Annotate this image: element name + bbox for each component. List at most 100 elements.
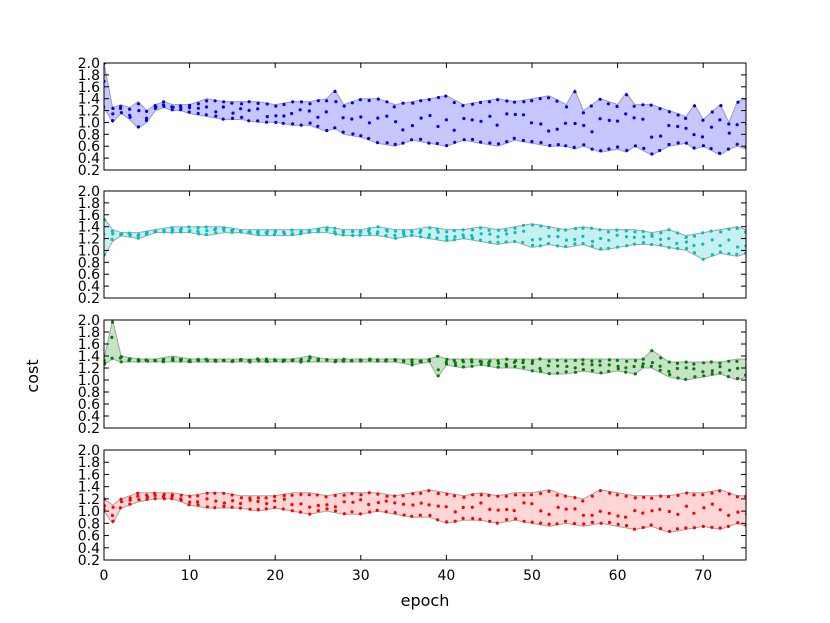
data-point — [710, 253, 715, 257]
data-point — [376, 97, 380, 101]
data-point — [684, 366, 688, 370]
data-point — [299, 492, 303, 496]
data-point — [333, 505, 337, 509]
y-tick-label: 1.0 — [78, 115, 100, 131]
data-point — [692, 362, 696, 366]
data-point — [205, 491, 209, 495]
data-point — [299, 502, 303, 506]
data-point — [436, 491, 440, 496]
data-point — [616, 514, 620, 518]
data-point — [299, 100, 304, 104]
data-point — [685, 491, 689, 495]
data-point — [684, 377, 688, 381]
data-point — [700, 135, 705, 139]
data-point — [358, 98, 362, 102]
data-point — [341, 116, 345, 120]
data-point — [282, 358, 286, 362]
data-point — [359, 229, 363, 234]
data-point — [118, 106, 123, 110]
data-point — [701, 257, 705, 261]
data-point — [735, 495, 740, 499]
data-point — [659, 134, 663, 138]
data-point — [668, 373, 672, 377]
data-point — [633, 509, 637, 513]
y-tick-label: 0.6 — [78, 529, 100, 545]
data-point — [547, 372, 551, 376]
data-point — [453, 235, 457, 239]
data-point — [598, 363, 602, 367]
data-point — [496, 361, 501, 365]
data-point — [599, 149, 603, 153]
y-tick-label: 0.4 — [78, 279, 100, 295]
data-point — [676, 113, 680, 117]
data-point — [452, 494, 457, 498]
data-point — [179, 493, 183, 497]
data-point — [452, 358, 456, 362]
data-point — [522, 519, 526, 523]
data-point — [238, 358, 242, 362]
data-point — [470, 364, 474, 368]
data-point — [427, 98, 431, 102]
data-point — [435, 227, 439, 231]
data-point — [436, 374, 440, 378]
data-point — [393, 229, 397, 233]
data-point — [196, 503, 200, 507]
data-point — [136, 234, 140, 238]
data-point — [658, 237, 663, 241]
data-point — [650, 496, 654, 500]
data-point — [658, 107, 662, 111]
data-point — [539, 509, 543, 513]
data-point — [624, 494, 628, 498]
data-point — [684, 504, 689, 508]
data-point — [599, 521, 603, 525]
data-point — [316, 503, 320, 508]
data-point — [512, 360, 517, 364]
data-point — [685, 246, 689, 251]
data-point — [367, 121, 371, 125]
y-axis-label: cost — [23, 359, 42, 392]
data-point — [128, 498, 132, 502]
data-point — [684, 360, 688, 364]
data-point — [299, 359, 303, 363]
data-point — [718, 118, 722, 122]
data-point — [581, 226, 585, 230]
data-point — [608, 491, 612, 495]
data-point — [358, 512, 362, 516]
data-point — [487, 363, 491, 368]
x-tick-label: 0 — [100, 568, 109, 584]
data-point — [453, 140, 457, 144]
data-point — [555, 358, 559, 362]
panel-3: 0.20.40.60.81.01.21.41.61.82.0 — [78, 313, 747, 437]
y-tick-label: 2.0 — [78, 56, 100, 72]
data-point — [462, 495, 466, 499]
data-point — [196, 358, 200, 362]
data-point — [590, 359, 594, 363]
data-point — [522, 365, 526, 369]
data-point — [555, 522, 559, 526]
data-point — [401, 128, 405, 132]
data-point — [581, 234, 585, 238]
data-point — [419, 501, 423, 505]
data-point — [616, 364, 620, 368]
data-point — [692, 104, 697, 108]
data-point — [522, 100, 526, 104]
data-point — [137, 498, 141, 502]
data-point — [555, 127, 559, 131]
data-point — [411, 492, 415, 496]
data-point — [633, 144, 638, 148]
data-point — [666, 495, 671, 499]
data-point — [368, 232, 372, 236]
data-point — [649, 523, 653, 527]
data-point — [641, 117, 645, 121]
y-tick-label: 2.0 — [78, 313, 100, 329]
data-point — [495, 521, 499, 525]
data-point — [230, 116, 235, 120]
data-point — [427, 233, 432, 237]
data-point — [530, 140, 534, 144]
data-point — [136, 125, 140, 129]
data-point — [727, 513, 731, 518]
data-point — [205, 229, 209, 233]
data-point — [264, 496, 268, 500]
data-point — [452, 238, 456, 242]
panel-1-plot-area — [104, 63, 746, 156]
